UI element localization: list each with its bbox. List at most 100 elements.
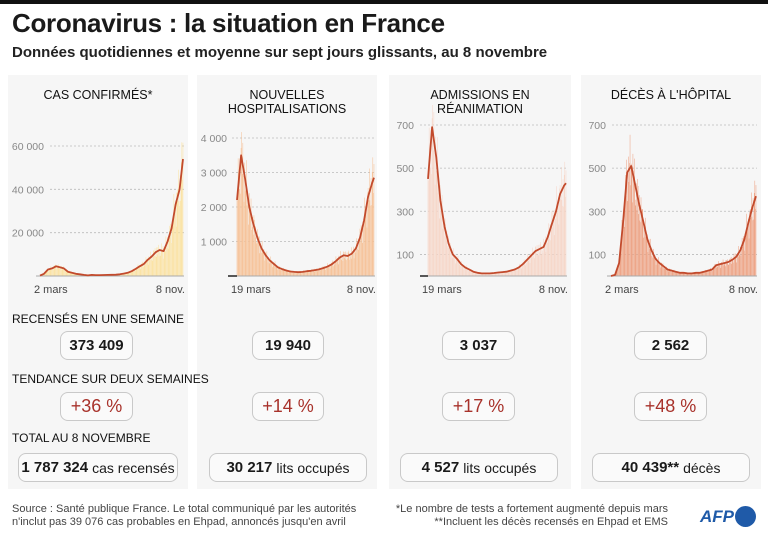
daily-bar	[634, 158, 635, 276]
total-value: 4 527	[421, 459, 460, 476]
daily-bar	[633, 182, 635, 276]
daily-bar	[483, 273, 484, 276]
daily-bar	[645, 217, 646, 276]
daily-bar	[527, 260, 529, 276]
daily-bar	[627, 201, 628, 276]
daily-bar	[320, 270, 321, 276]
daily-bar	[647, 252, 649, 276]
daily-bar	[358, 249, 360, 276]
daily-bar	[440, 199, 442, 276]
daily-bar	[345, 259, 347, 276]
daily-bar	[288, 272, 289, 276]
daily-bar	[296, 273, 297, 276]
daily-bar	[161, 243, 162, 276]
daily-bar	[446, 230, 448, 276]
y-tick-label: 100	[588, 249, 606, 261]
daily-bar	[463, 265, 464, 276]
daily-bar	[312, 270, 314, 276]
daily-bar	[657, 261, 659, 276]
daily-bar	[79, 274, 81, 276]
daily-bar	[303, 270, 304, 276]
daily-bar	[480, 273, 482, 276]
daily-bar	[504, 271, 506, 276]
daily-bar	[719, 263, 720, 276]
daily-bar	[352, 252, 353, 276]
daily-bar	[660, 262, 662, 276]
daily-bar	[75, 273, 76, 276]
daily-bar	[477, 271, 478, 276]
daily-bar	[660, 267, 661, 276]
daily-bar	[747, 225, 749, 276]
daily-bar	[517, 267, 518, 276]
daily-bar	[306, 269, 308, 276]
daily-bar	[555, 219, 556, 276]
daily-bar	[675, 272, 677, 276]
daily-bar	[178, 200, 180, 276]
daily-bar	[525, 265, 526, 276]
daily-bar	[267, 262, 269, 276]
daily-bar	[500, 273, 502, 276]
daily-bar	[499, 272, 500, 276]
daily-bar	[706, 270, 708, 276]
daily-bar	[174, 217, 175, 276]
daily-bar	[432, 105, 433, 276]
daily-bar	[153, 250, 155, 276]
daily-bar	[489, 273, 491, 276]
daily-bar	[294, 272, 296, 276]
daily-bar	[357, 238, 359, 276]
daily-bar	[136, 268, 138, 276]
y-tick-label: 2 000	[201, 202, 227, 214]
daily-bar	[726, 260, 727, 276]
daily-bar	[456, 258, 457, 276]
daily-bar	[257, 242, 259, 276]
daily-bar	[346, 252, 348, 276]
daily-bar	[721, 263, 723, 276]
daily-bar	[541, 246, 543, 276]
daily-bar	[158, 256, 160, 276]
daily-bar	[316, 271, 318, 276]
trend-value-cases: +36 %	[60, 392, 133, 421]
daily-bar	[674, 271, 675, 276]
daily-bar	[501, 271, 502, 276]
daily-bar	[698, 272, 700, 276]
daily-bar	[159, 252, 161, 276]
daily-bar	[238, 185, 239, 276]
daily-bar	[510, 269, 512, 276]
daily-bar	[348, 250, 350, 276]
daily-bar	[667, 269, 668, 276]
daily-bar	[452, 257, 454, 276]
daily-bar	[71, 273, 73, 276]
daily-bar	[176, 192, 177, 276]
daily-bar	[630, 185, 631, 276]
daily-bar	[50, 266, 52, 276]
daily-bar	[482, 273, 484, 276]
daily-bar	[257, 229, 258, 276]
daily-bar	[130, 270, 131, 276]
daily-bar	[696, 273, 698, 276]
daily-bar	[512, 269, 514, 276]
daily-bar	[304, 271, 305, 276]
daily-bar	[74, 273, 75, 276]
daily-bar	[338, 255, 340, 276]
daily-bar	[326, 267, 327, 276]
afp-logo: AFP	[700, 507, 734, 526]
daily-bar	[301, 271, 303, 276]
y-tick-label: 700	[588, 120, 606, 132]
daily-bar	[717, 264, 719, 276]
daily-bar	[500, 272, 501, 276]
daily-bar	[135, 268, 137, 276]
daily-bar	[63, 270, 65, 276]
daily-bar	[655, 258, 656, 276]
daily-bar	[353, 258, 355, 276]
daily-bar	[323, 268, 324, 276]
daily-bar	[364, 197, 365, 276]
daily-bar	[180, 200, 181, 276]
daily-bar	[444, 236, 445, 276]
daily-bar	[347, 258, 348, 276]
daily-bar	[717, 266, 718, 276]
daily-bar	[641, 209, 643, 276]
daily-bar	[540, 254, 542, 276]
daily-bar	[632, 202, 633, 276]
daily-bar	[723, 265, 724, 276]
daily-bar	[354, 251, 355, 276]
